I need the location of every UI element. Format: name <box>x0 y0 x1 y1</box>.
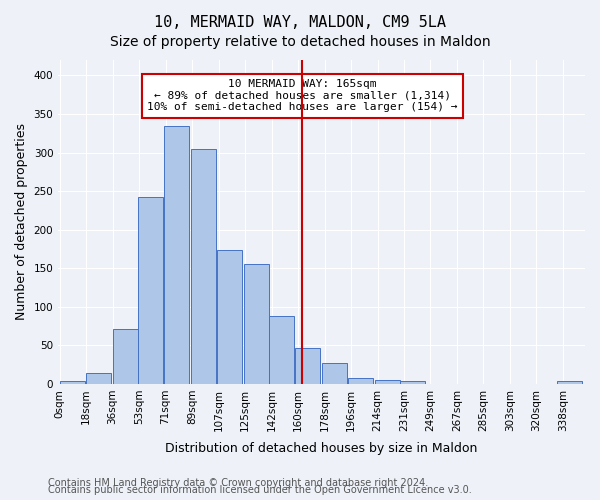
Bar <box>295 348 320 384</box>
Bar <box>59 381 85 384</box>
Bar <box>348 378 373 384</box>
Bar <box>322 363 347 384</box>
X-axis label: Distribution of detached houses by size in Maldon: Distribution of detached houses by size … <box>166 442 478 455</box>
Bar <box>137 198 163 384</box>
Bar <box>400 381 425 384</box>
Bar <box>113 329 137 384</box>
Y-axis label: Number of detached properties: Number of detached properties <box>15 124 28 320</box>
Text: Size of property relative to detached houses in Maldon: Size of property relative to detached ho… <box>110 35 490 49</box>
Bar <box>86 373 111 384</box>
Bar <box>191 148 215 384</box>
Bar <box>244 264 269 384</box>
Text: Contains public sector information licensed under the Open Government Licence v3: Contains public sector information licen… <box>48 485 472 495</box>
Text: Contains HM Land Registry data © Crown copyright and database right 2024.: Contains HM Land Registry data © Crown c… <box>48 478 428 488</box>
Bar <box>164 126 189 384</box>
Bar <box>374 380 400 384</box>
Text: 10, MERMAID WAY, MALDON, CM9 5LA: 10, MERMAID WAY, MALDON, CM9 5LA <box>154 15 446 30</box>
Bar <box>557 381 582 384</box>
Text: 10 MERMAID WAY: 165sqm
← 89% of detached houses are smaller (1,314)
10% of semi-: 10 MERMAID WAY: 165sqm ← 89% of detached… <box>147 80 458 112</box>
Bar <box>269 316 293 384</box>
Bar <box>217 250 242 384</box>
